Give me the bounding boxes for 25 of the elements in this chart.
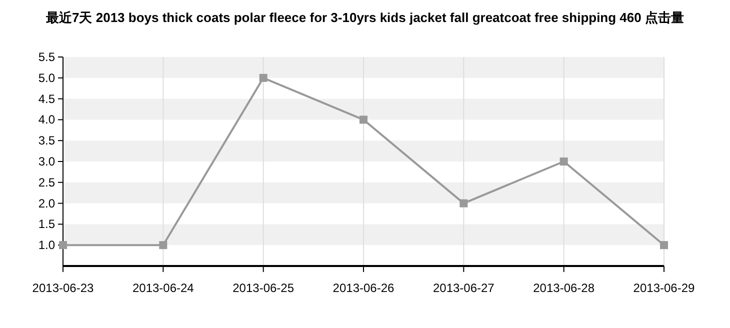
y-tick-label: 3.0 [38, 154, 56, 168]
x-tick-label: 2013-06-27 [432, 281, 495, 295]
y-tick-label: 1.0 [38, 238, 56, 252]
x-tick-label: 2013-06-29 [633, 281, 696, 295]
y-tick-label: 4.5 [38, 92, 56, 106]
point [159, 241, 168, 250]
y-tick-label: 3.5 [38, 134, 56, 148]
point [660, 241, 668, 250]
x-tick-label: 2013-06-25 [232, 281, 294, 295]
y-tick-label: 2.5 [38, 175, 56, 190]
x-tick-label: 2013-06-26 [332, 281, 395, 295]
x-tick-label: 2013-06-24 [132, 281, 194, 295]
y-tick-label: 5.0 [38, 70, 56, 85]
x-tick-label: 2013-06-23 [32, 281, 94, 295]
x-tick-label: 2013-06-28 [533, 281, 595, 295]
point [460, 199, 468, 208]
point [259, 74, 268, 82]
y-tick-label: 5.5 [38, 50, 56, 64]
y-tick-label: 2.0 [38, 196, 56, 210]
y-tick-label: 1.5 [38, 217, 56, 232]
y-tick-label: 4.0 [38, 112, 56, 127]
point [360, 116, 368, 124]
point [59, 241, 67, 250]
title: 最近7天 2013 boys thick coats polar fleece for 3-10yrs kids jacket fall greatcoat free shipping 460 点击量 [46, 10, 684, 25]
point [560, 158, 568, 166]
